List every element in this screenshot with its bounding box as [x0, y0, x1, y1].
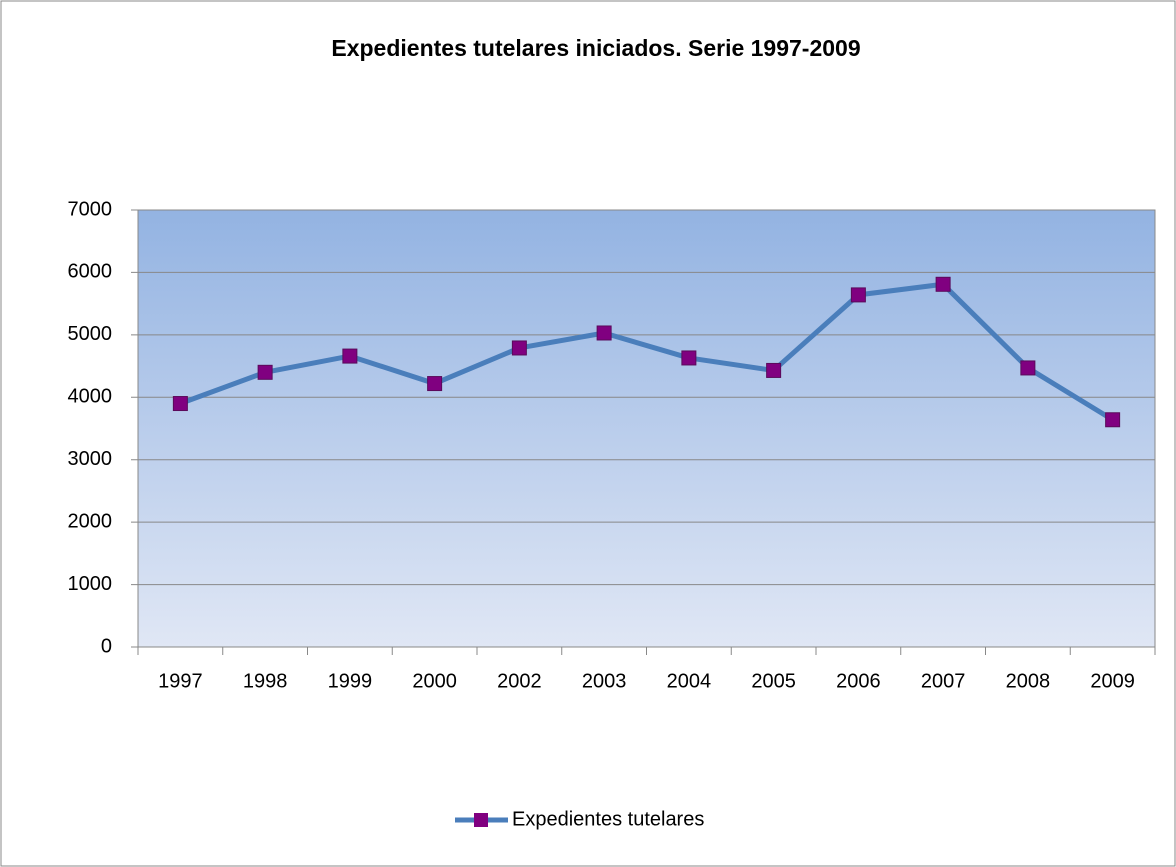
marker [850, 287, 866, 303]
y-tick-label: 3000 [68, 448, 113, 470]
chart-title: Expedientes tutelares iniciados. Serie 1… [331, 35, 860, 61]
y-tick-label: 1000 [68, 573, 113, 595]
x-tick-label: 2005 [751, 670, 796, 692]
marker [342, 348, 358, 364]
marker [172, 396, 188, 412]
x-tick-label: 1998 [243, 670, 288, 692]
y-tick-label: 5000 [68, 323, 113, 345]
x-tick-label: 1999 [328, 670, 373, 692]
x-tick-label: 2003 [582, 670, 627, 692]
marker [257, 364, 273, 380]
marker [1105, 412, 1121, 428]
y-tick-label: 4000 [68, 386, 113, 408]
y-tick-label: 6000 [68, 261, 113, 283]
marker [1020, 360, 1036, 376]
x-tick-label: 2009 [1090, 670, 1135, 692]
marker [427, 376, 443, 392]
legend-marker [474, 813, 488, 827]
x-tick-label: 2007 [921, 670, 966, 692]
x-tick-label: 2004 [667, 670, 712, 692]
marker [511, 340, 527, 356]
x-tick-label: 2002 [497, 670, 542, 692]
series-line [179, 281, 1114, 422]
plot-area [137, 209, 1156, 648]
marker [681, 350, 697, 366]
legend-label: Expedientes tutelares [512, 808, 704, 830]
marker [766, 362, 782, 378]
x-tick-label: 1997 [158, 670, 203, 692]
y-tick-label: 0 [101, 635, 112, 657]
y-tick-label: 7000 [68, 198, 113, 220]
x-tick-label: 2008 [1006, 670, 1051, 692]
x-tick-label: 2006 [836, 670, 881, 692]
x-tick-label: 2000 [412, 670, 457, 692]
marker [935, 276, 951, 292]
y-tick-label: 2000 [68, 510, 113, 532]
marker [596, 325, 612, 341]
